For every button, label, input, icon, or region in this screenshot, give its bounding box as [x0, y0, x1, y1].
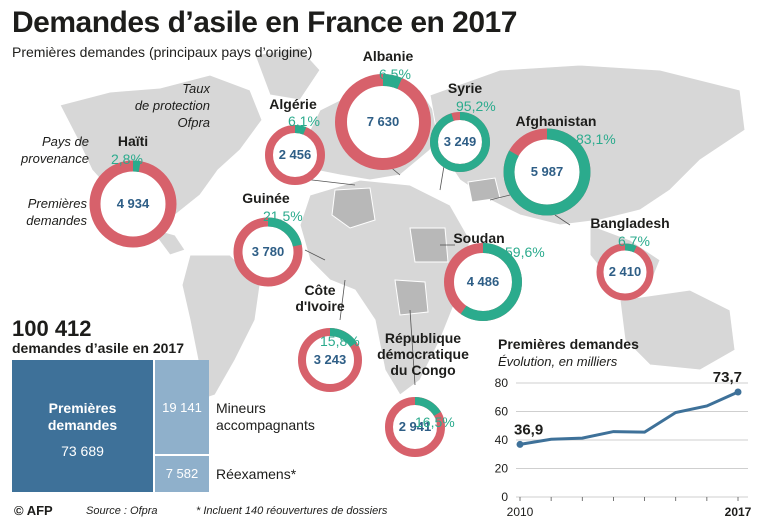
treemap-minors-value: 19 141 [162, 400, 202, 415]
treemap-reexam: 7 582 [155, 456, 209, 492]
total-label: demandes d’asile en 2017 [12, 340, 184, 356]
country-name: Soudan [453, 230, 505, 246]
ring-value: 4 486 [466, 274, 500, 289]
ring-protection-arc [385, 397, 445, 457]
footer-note: * Incluent 140 réouvertures de dossiers [196, 505, 388, 517]
afp-logo: © AFP [14, 503, 53, 518]
ring-value: 3 249 [443, 134, 477, 149]
country-rate: 59,6% [505, 244, 545, 260]
page-title: Demandes d’asile en France en 2017 [12, 6, 517, 39]
ring-protection-arc [233, 217, 303, 287]
treemap-first-label-2: demandes [47, 417, 118, 433]
country-name: Côte d'Ivoire [295, 282, 345, 314]
legend-requests: Premières demandes [26, 196, 87, 228]
country-rate: 6,1% [288, 113, 320, 129]
page-subtitle: Premières demandes (principaux pays d’or… [12, 44, 313, 60]
legend-rate: Taux de protection Ofpra [134, 81, 210, 130]
map-highlight-sudan [409, 227, 449, 263]
ring-protection-arc [430, 112, 490, 172]
country-rate: 95,2% [456, 98, 496, 114]
treemap-first-value: 73 689 [61, 443, 104, 459]
line-chart-subtitle: Évolution, en milliers [498, 354, 618, 369]
ring-3 [430, 112, 490, 172]
treemap-first-requests: Premières demandes 73 689 [12, 360, 153, 492]
ring-value: 2 941 [398, 419, 432, 434]
map-highlight-algeria [331, 187, 376, 229]
country-name: Albanie [362, 48, 414, 64]
ring-2 [335, 74, 431, 170]
country-name: Haïti [117, 133, 149, 149]
country-name: Algérie [269, 96, 317, 112]
leader-guinea [304, 249, 326, 261]
ring-value: 7 630 [366, 114, 400, 129]
footer-source: Source : Ofpra [86, 505, 158, 517]
treemap-reexam-label: Réexamens* [216, 466, 297, 482]
country-rate: 16,5% [415, 414, 455, 430]
country-name: Afghanistan [515, 113, 597, 129]
leader-bangladesh [554, 214, 571, 226]
country-rate: 21,5% [263, 208, 303, 224]
ring-value: 3 780 [251, 244, 285, 259]
country-rate: 2,8% [111, 151, 143, 167]
country-rate: 83,1% [576, 131, 616, 147]
ring-8 [298, 328, 362, 392]
ring-6 [596, 243, 654, 301]
treemap-reexam-value: 7 582 [165, 466, 199, 481]
ring-protection-arc [89, 160, 177, 248]
ring-value: 3 243 [313, 352, 347, 367]
ring-9 [385, 397, 445, 457]
treemap-first-label-1: Premières [48, 400, 117, 416]
leader-afghanistan [489, 194, 511, 201]
ring-4 [503, 128, 591, 216]
ring-0 [89, 160, 177, 248]
ring-protection-arc [298, 328, 362, 392]
treemap-minors: 19 141 [155, 360, 209, 454]
country-rate: 6,7% [618, 233, 650, 249]
total-value: 100 412 [12, 316, 92, 341]
country-name: Guinée [242, 190, 290, 206]
ring-protection-arc [596, 243, 654, 301]
map-highlight-drc [394, 279, 429, 316]
ring-5 [233, 217, 303, 287]
ring-protection-arc [444, 243, 522, 321]
line-chart-title: Premières demandes [498, 336, 639, 352]
ring-value: 5 987 [530, 164, 564, 179]
leader-drc [409, 309, 416, 386]
ring-value: 2 410 [608, 264, 642, 279]
ring-1 [265, 125, 325, 185]
ring-value: 2 456 [278, 147, 312, 162]
ring-value: 4 934 [116, 196, 150, 211]
country-name: Bangladesh [590, 215, 670, 231]
country-rate: 15,8% [320, 333, 360, 349]
treemap-minors-label: Mineurs accompagnants [216, 400, 315, 433]
map-highlight-afghanistan [467, 177, 501, 203]
map-australia [619, 289, 736, 371]
ring-7 [444, 243, 522, 321]
country-rate: 6,5% [379, 66, 411, 82]
map-greenland [254, 47, 321, 101]
legend-country: Pays de provenance [21, 134, 89, 166]
leader-cotedivoire [339, 279, 346, 321]
ring-protection-arc [265, 125, 325, 185]
country-name: Syrie [447, 80, 483, 96]
country-name: République démocratique du Congo [377, 330, 469, 378]
ring-protection-arc [335, 74, 431, 170]
ring-protection-arc [503, 128, 591, 216]
